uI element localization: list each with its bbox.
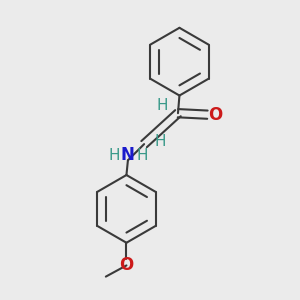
Text: H: H [156, 98, 167, 113]
Text: O: O [119, 256, 134, 274]
Text: H: H [136, 148, 148, 164]
Text: N: N [121, 146, 135, 164]
Text: H: H [154, 134, 166, 149]
Text: O: O [208, 106, 222, 124]
Text: H: H [108, 148, 119, 164]
